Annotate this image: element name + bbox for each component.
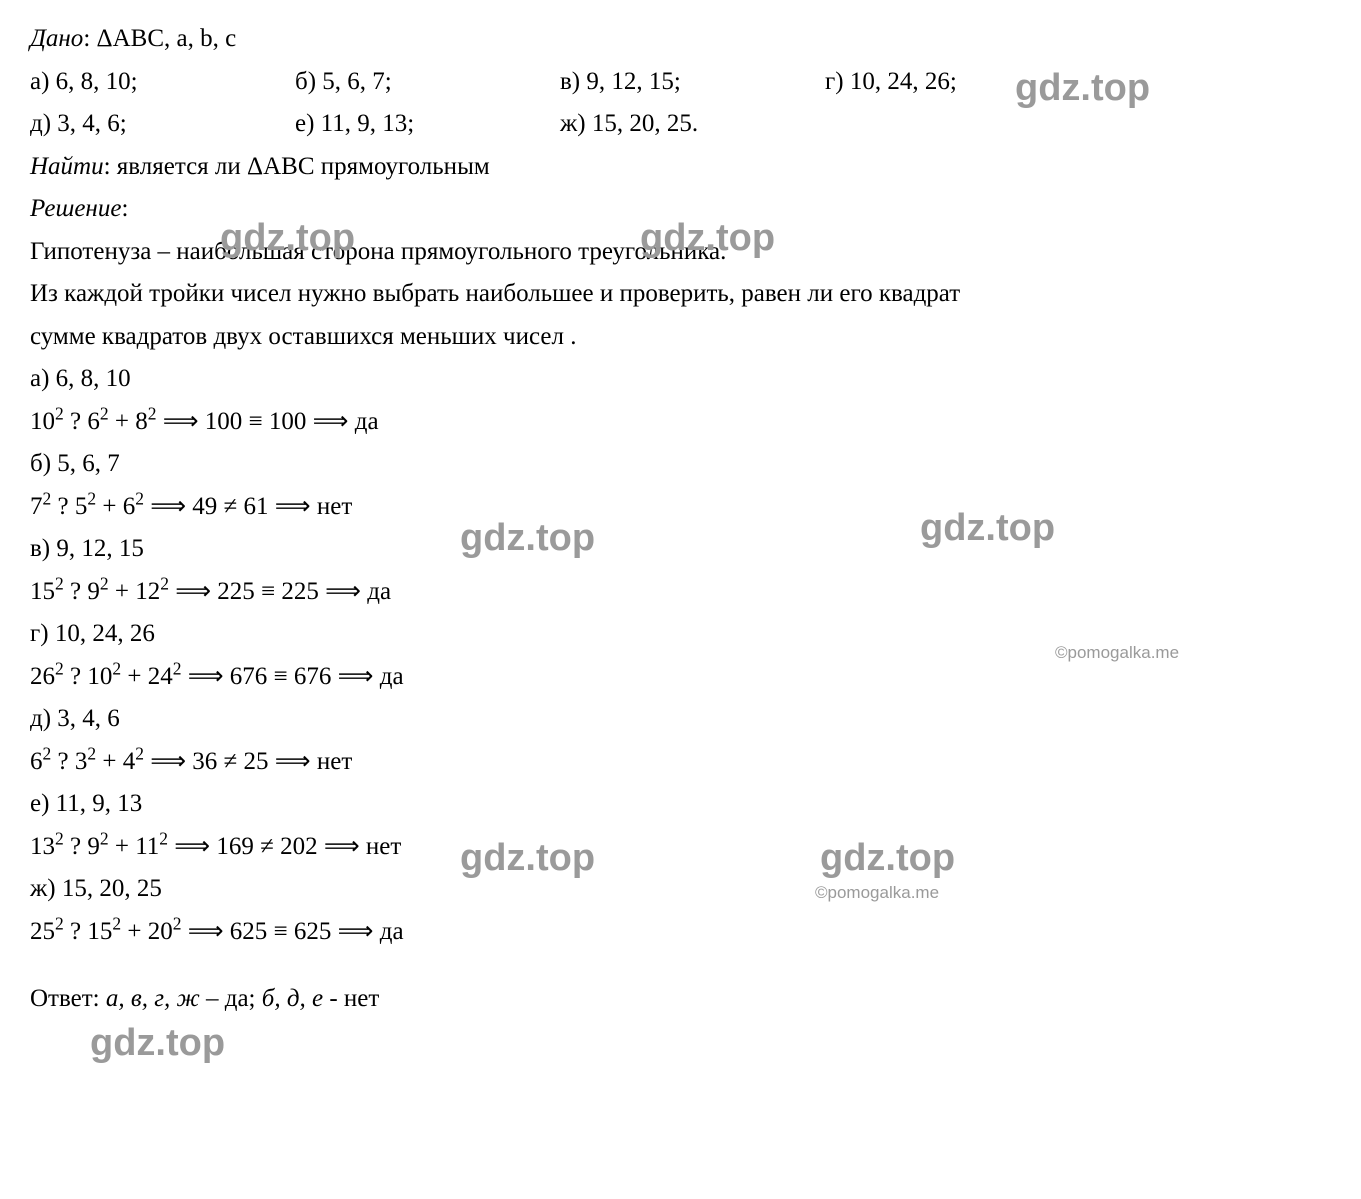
watermark-gdz: gdz.top bbox=[90, 1015, 225, 1072]
option-g: г) 10, 24, 26; bbox=[825, 63, 1105, 101]
case-b-eq: 72 ? 52 + 62 ⟹ 49 ≠ 61 ⟹ нет bbox=[30, 488, 1331, 526]
option-a: а) 6, 8, 10; bbox=[30, 63, 295, 101]
answer-yes-suffix: – да; bbox=[200, 985, 262, 1012]
answer-line: Ответ: а, в, г, ж – да; б, д, е - нет bbox=[30, 980, 1331, 1018]
case-e-header: е) 11, 9, 13 bbox=[30, 785, 1331, 823]
case-d-header: д) 3, 4, 6 bbox=[30, 700, 1331, 738]
option-zh: ж) 15, 20, 25. bbox=[560, 105, 825, 143]
option-v: в) 9, 12, 15; bbox=[560, 63, 825, 101]
case-a-eq: 102 ? 62 + 82 ⟹ 100 ≡ 100 ⟹ да bbox=[30, 403, 1331, 441]
options-row-2: д) 3, 4, 6; е) 11, 9, 13; ж) 15, 20, 25. bbox=[30, 105, 1331, 143]
case-v-eq: 152 ? 92 + 122 ⟹ 225 ≡ 225 ⟹ да bbox=[30, 573, 1331, 611]
answer-no-suffix: - нет bbox=[323, 985, 379, 1012]
case-zh-header: ж) 15, 20, 25 bbox=[30, 870, 1331, 908]
find-content: : является ли ΔABC прямоугольным bbox=[104, 153, 490, 180]
case-a-header: а) 6, 8, 10 bbox=[30, 360, 1331, 398]
solution-label-line: Решение: bbox=[30, 190, 1331, 228]
answer-label: Ответ: bbox=[30, 985, 106, 1012]
option-d: д) 3, 4, 6; bbox=[30, 105, 295, 143]
find-line: Найти: является ли ΔABC прямоугольным bbox=[30, 148, 1331, 186]
solution-intro-1: Гипотенуза – наибольшая сторона прямоуго… bbox=[30, 233, 1331, 271]
case-zh-eq: 252 ? 152 + 202 ⟹ 625 ≡ 625 ⟹ да bbox=[30, 913, 1331, 951]
case-d-eq: 62 ? 32 + 42 ⟹ 36 ≠ 25 ⟹ нет bbox=[30, 743, 1331, 781]
case-g-eq: 262 ? 102 + 242 ⟹ 676 ≡ 676 ⟹ да bbox=[30, 658, 1331, 696]
options-row-1: а) 6, 8, 10; б) 5, 6, 7; в) 9, 12, 15; г… bbox=[30, 63, 1331, 101]
solution-colon: : bbox=[121, 195, 128, 222]
case-b-header: б) 5, 6, 7 bbox=[30, 445, 1331, 483]
option-b: б) 5, 6, 7; bbox=[295, 63, 560, 101]
case-e-eq: 132 ? 92 + 112 ⟹ 169 ≠ 202 ⟹ нет bbox=[30, 828, 1331, 866]
find-label: Найти bbox=[30, 153, 104, 180]
solution-intro-2: Из каждой тройки чисел нужно выбрать наи… bbox=[30, 275, 1331, 313]
solution-intro-3: сумме квадратов двух оставшихся меньших … bbox=[30, 318, 1331, 356]
given-label: Дано bbox=[30, 25, 83, 52]
answer-no-italic: б, д, е bbox=[262, 985, 323, 1012]
case-g-header: г) 10, 24, 26 bbox=[30, 615, 1331, 653]
solution-label: Решение bbox=[30, 195, 121, 222]
case-v-header: в) 9, 12, 15 bbox=[30, 530, 1331, 568]
answer-yes-italic: а, в, г, ж bbox=[106, 985, 200, 1012]
given-content: : ΔABC, a, b, c bbox=[83, 25, 236, 52]
given-line: Дано: ΔABC, a, b, c bbox=[30, 20, 1331, 58]
option-e: е) 11, 9, 13; bbox=[295, 105, 560, 143]
